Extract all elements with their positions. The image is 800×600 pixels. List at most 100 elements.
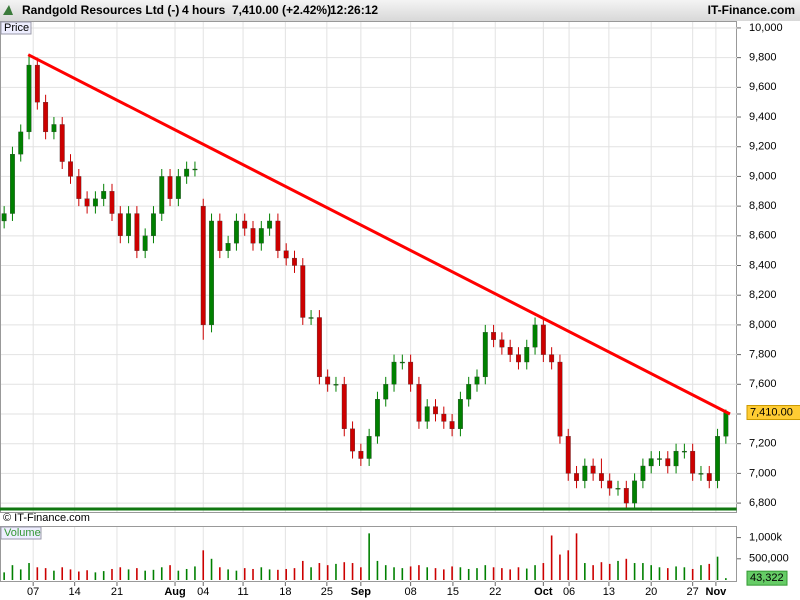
volume-bar [584, 563, 586, 580]
y-tick-label: 8,200 [749, 289, 777, 301]
volume-bar [376, 560, 379, 580]
y-tick-label: 8,800 [749, 200, 777, 212]
candle-body [623, 488, 629, 504]
y-tick-label: 7,200 [749, 438, 777, 450]
volume-bar [567, 550, 570, 580]
candle-body [383, 384, 389, 400]
candle-body [516, 354, 521, 363]
candle-body [250, 228, 256, 244]
volume-bar [592, 565, 594, 580]
x-tick-label: 07 [27, 586, 39, 598]
candle-body [698, 473, 704, 475]
candle-body [117, 213, 123, 236]
x-tick-label: 06 [563, 586, 575, 598]
volume-bar [36, 567, 39, 580]
volume-bar [501, 568, 503, 580]
candle-body [482, 332, 488, 378]
y-tick-label: 9,800 [749, 52, 777, 64]
volume-bar [459, 567, 462, 580]
candle-body [217, 220, 223, 251]
candle-body [657, 458, 662, 460]
candle-body [68, 161, 73, 177]
candle-body [474, 376, 480, 385]
candle-body [341, 384, 347, 429]
volume-bar [617, 560, 619, 580]
x-tick-label: Aug [164, 586, 185, 598]
interval: 4 hours [182, 3, 226, 17]
volume-bar [675, 566, 677, 580]
volume-bar [219, 567, 221, 580]
y-tick-label: 9,200 [749, 141, 777, 153]
candle-body [1, 213, 7, 222]
volume-bar [285, 568, 287, 580]
volume-bar [443, 569, 445, 580]
volume-bar [53, 570, 55, 580]
volume-bar [119, 567, 122, 580]
volume-bar [268, 569, 271, 580]
candle-body [433, 406, 438, 415]
header-icon [3, 5, 13, 15]
volume-tag [0, 526, 42, 540]
volume-bar [401, 568, 404, 580]
price-panel [0, 21, 737, 513]
volume-bar [202, 550, 205, 580]
y-tick-label: 8,400 [749, 259, 777, 271]
candle-body [18, 131, 24, 155]
volume-bar [467, 568, 470, 580]
candle-body [540, 324, 546, 355]
volume-bar [418, 565, 420, 580]
candle-body [92, 198, 98, 207]
volume-bar [509, 569, 511, 580]
volume-bar [434, 568, 437, 580]
volume-bar [293, 568, 296, 580]
volume-panel [0, 526, 737, 582]
volume-bar [633, 563, 636, 580]
last-price-label: 7,410.00 [750, 406, 793, 418]
y-tick-label: 8,000 [749, 319, 777, 331]
volume-bar [517, 567, 520, 580]
candle-body [507, 347, 513, 355]
candle-body [159, 176, 165, 214]
candle-body [308, 317, 314, 319]
candle-body [300, 265, 306, 318]
candle-body [316, 317, 322, 378]
candle-body [466, 384, 472, 400]
volume-bar [658, 567, 661, 580]
candle-body [491, 332, 497, 340]
volume-bar [185, 568, 188, 580]
candle-body [142, 235, 148, 251]
copyright: © IT-Finance.com [3, 512, 90, 524]
candle-body [51, 124, 57, 133]
quote: 7,410.00 (+2.42%) [232, 3, 331, 17]
volume-bar [650, 565, 652, 580]
volume-bar [426, 567, 429, 580]
candle-body [200, 205, 206, 326]
candle-body [275, 220, 281, 251]
volume-bar [683, 567, 686, 580]
volume-bar [542, 563, 545, 580]
candle-body [76, 176, 82, 199]
candle-body [557, 361, 563, 437]
candle-body [549, 354, 555, 363]
volume-bar [691, 568, 694, 580]
candle-body [723, 412, 729, 437]
candle-body [681, 450, 687, 453]
volume-bar [227, 569, 229, 580]
candle-body [416, 384, 422, 422]
volume-bar [708, 563, 711, 580]
y-tick-label: 9,600 [749, 81, 777, 93]
x-tick-label: 08 [405, 586, 417, 598]
candle-body [375, 399, 380, 437]
candle-body [350, 428, 355, 452]
volume-bar [160, 567, 163, 580]
instrument: Randgold Resources Ltd (-) [22, 3, 179, 17]
volume-bar [235, 570, 238, 580]
volume-bar [608, 563, 611, 580]
volume-bar [700, 565, 702, 580]
candle-body [607, 480, 613, 489]
last-volume-label: 43,322 [750, 572, 784, 584]
volume-bar [11, 565, 14, 580]
volume-bar [476, 568, 478, 580]
candle-body [715, 436, 720, 481]
candle-body [126, 213, 132, 236]
